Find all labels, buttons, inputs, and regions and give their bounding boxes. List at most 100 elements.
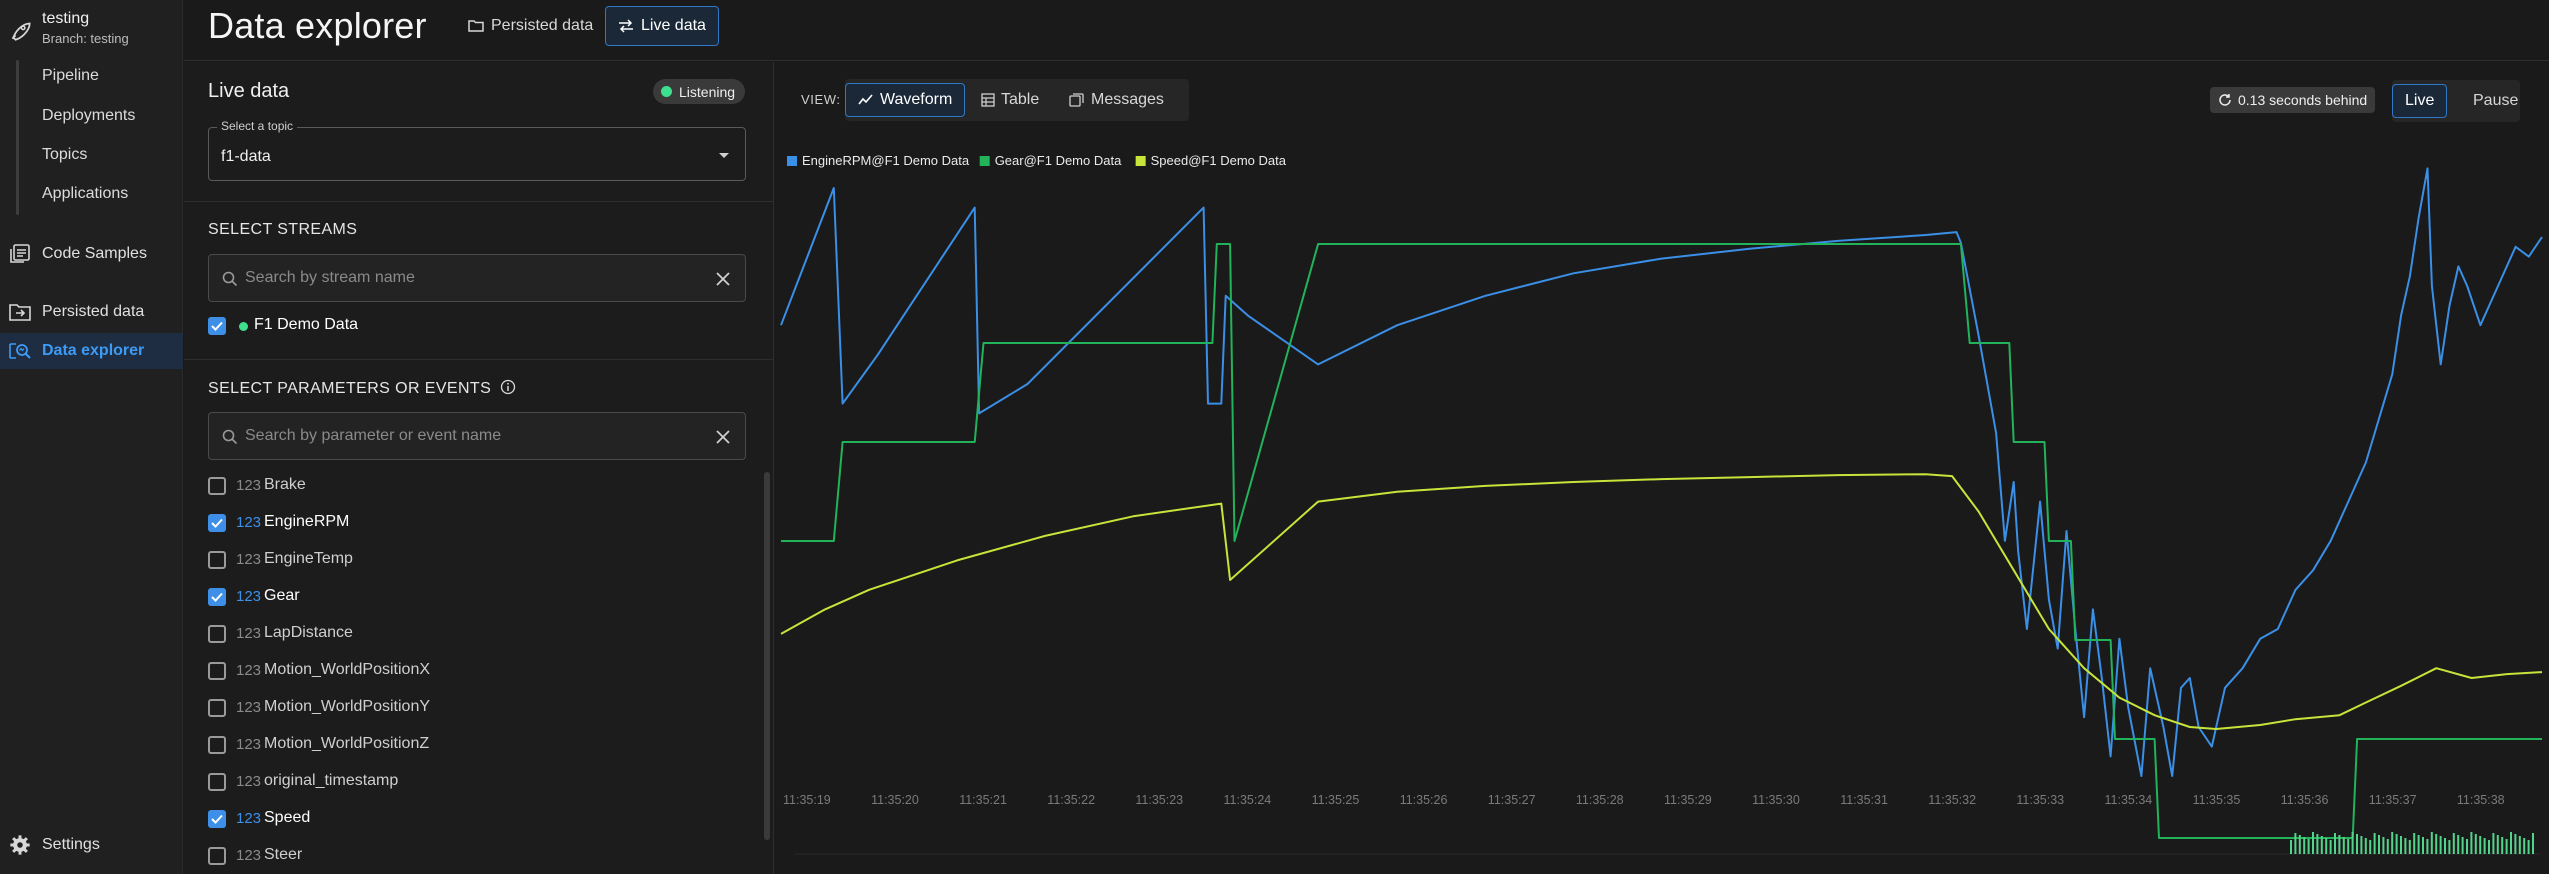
tab-live-data[interactable]: Live data (605, 6, 719, 46)
minimap-bar (2527, 840, 2530, 854)
minimap-bar (2386, 839, 2389, 854)
checkbox[interactable] (208, 810, 226, 828)
checkbox[interactable] (208, 773, 226, 791)
latency-text: 0.13 seconds behind (2238, 92, 2368, 108)
checkbox[interactable] (208, 736, 226, 754)
legend-label[interactable]: EngineRPM@F1 Demo Data (802, 153, 970, 168)
waveform-icon (858, 94, 873, 105)
parameter-item-original-timestamp[interactable]: 123 original_timestamp (208, 769, 708, 795)
x-tick-label: 11:35:29 (1664, 793, 1712, 807)
status-badge: Listening (653, 79, 746, 104)
divider (184, 201, 773, 202)
x-tick-label: 11:35:24 (1224, 793, 1272, 807)
view-table-button[interactable]: Table (969, 83, 1051, 117)
checkbox[interactable] (208, 477, 226, 495)
minimap-bar (2417, 835, 2420, 854)
minimap-bar (2303, 837, 2306, 854)
series-line-1[interactable] (781, 243, 2542, 839)
numeric-type-icon: 123 (236, 514, 262, 531)
project-header[interactable]: testing Branch: testing (0, 0, 183, 58)
checkbox[interactable] (208, 662, 226, 680)
parameter-label: Motion_WorldPositionX (264, 661, 431, 678)
live-button[interactable]: Live (2392, 84, 2448, 118)
clear-icon[interactable] (713, 427, 733, 447)
status-dot (661, 86, 672, 97)
info-icon[interactable] (500, 379, 516, 395)
sidebar-item-pipeline[interactable]: Pipeline (42, 67, 99, 84)
series-line-0[interactable] (780, 167, 2543, 777)
streams-heading: SELECT STREAMS (208, 221, 358, 238)
parameter-item-steer[interactable]: 123 Steer (208, 843, 708, 869)
view-messages-button[interactable]: Messages (1057, 83, 1176, 117)
sidebar-item-data-explorer[interactable]: Data explorer (0, 333, 183, 369)
series-line-2[interactable] (780, 473, 2543, 730)
legend-swatch (1135, 156, 1146, 166)
table-icon (981, 93, 995, 107)
view-label-text: Table (1001, 91, 1040, 108)
tab-persisted-data[interactable]: Persisted data (456, 6, 605, 46)
checkbox[interactable] (208, 317, 226, 335)
sidebar-item-applications[interactable]: Applications (42, 185, 129, 202)
checkbox[interactable] (208, 588, 226, 606)
minimap-bar (2373, 833, 2376, 854)
gear-icon (10, 835, 30, 855)
minimap-bar (2294, 833, 2297, 854)
minimap-bar (2523, 838, 2526, 854)
scrollbar[interactable] (764, 472, 770, 840)
parameter-item-motion-worldpositiony[interactable]: 123 Motion_WorldPositionY (208, 695, 708, 721)
view-waveform-button[interactable]: Waveform (845, 83, 966, 117)
parameter-item-enginetemp[interactable]: 123 EngineTemp (208, 547, 708, 573)
minimap-bar (2422, 837, 2424, 854)
sidebar-item-deployments[interactable]: Deployments (42, 107, 136, 124)
checkbox[interactable] (208, 699, 226, 717)
stream-status-dot (239, 322, 248, 331)
sidebar-item-settings[interactable]: Settings (0, 827, 183, 863)
stream-search-input[interactable] (245, 267, 685, 289)
parameter-item-lapdistance[interactable]: 123 LapDistance (208, 621, 708, 647)
chart-area: VIEW: Waveform Table Messages 0.13 secon… (775, 62, 2549, 874)
minimap-bar (2479, 836, 2482, 854)
parameter-item-brake[interactable]: 123 Brake (208, 473, 708, 499)
minimap-bar (2461, 837, 2464, 854)
parameter-item-motion-worldpositionz[interactable]: 123 Motion_WorldPositionZ (208, 732, 708, 758)
checkbox[interactable] (208, 847, 226, 865)
legend-swatch (787, 156, 797, 166)
minimap-bar (2514, 834, 2517, 854)
sidebar-item-persisted-data[interactable]: Persisted data (0, 294, 183, 330)
minimap-bar (2395, 834, 2398, 854)
checkbox[interactable] (208, 514, 226, 532)
parameter-item-speed[interactable]: 123 Speed (208, 806, 708, 832)
checkbox[interactable] (208, 625, 226, 643)
messages-icon (1069, 93, 1084, 107)
check-icon (211, 592, 223, 602)
stream-search (208, 254, 746, 302)
legend-label[interactable]: Speed@F1 Demo Data (1151, 153, 1287, 168)
parameter-item-enginerpm[interactable]: 123 EngineRPM (208, 510, 708, 536)
search-icon (222, 429, 238, 445)
stream-item[interactable]: F1 Demo Data (208, 313, 708, 339)
x-tick-label: 11:35:28 (1576, 793, 1624, 807)
pause-button[interactable]: Pause (2473, 92, 2519, 109)
minimap-bar (2470, 832, 2473, 854)
parameter-search-input[interactable] (245, 425, 685, 447)
page-header: Data explorer Persisted data Live data (184, 0, 2549, 61)
parameter-item-motion-worldpositionx[interactable]: 123 Motion_WorldPositionX (208, 658, 708, 684)
minimap-bar (2320, 836, 2323, 854)
sidebar: testing Branch: testing Pipeline Deploym… (0, 0, 183, 874)
minimap-bar (2492, 833, 2495, 854)
minimap-bar (2351, 832, 2354, 854)
parameter-item-gear[interactable]: 123 Gear (208, 584, 708, 610)
sidebar-item-topics[interactable]: Topics (42, 146, 88, 163)
checkbox[interactable] (208, 551, 226, 569)
tab-label: Persisted data (491, 17, 594, 34)
parameter-label: Motion_WorldPositionY (264, 698, 431, 715)
legend-label[interactable]: Gear@F1 Demo Data (995, 153, 1122, 168)
sidebar-item-code-samples[interactable]: Code Samples (0, 236, 183, 272)
topic-select[interactable]: Select a topic f1-data (208, 119, 746, 181)
sidebar-item-label: Data explorer (42, 342, 145, 359)
numeric-type-icon: 123 (236, 662, 262, 679)
minimap-bar (2496, 835, 2499, 854)
topic-select-label: Select a topic (217, 119, 298, 133)
waveform-chart[interactable]: EngineRPM@F1 Demo Data Gear@F1 Demo Data S… (775, 142, 2549, 874)
clear-icon[interactable] (713, 269, 733, 289)
